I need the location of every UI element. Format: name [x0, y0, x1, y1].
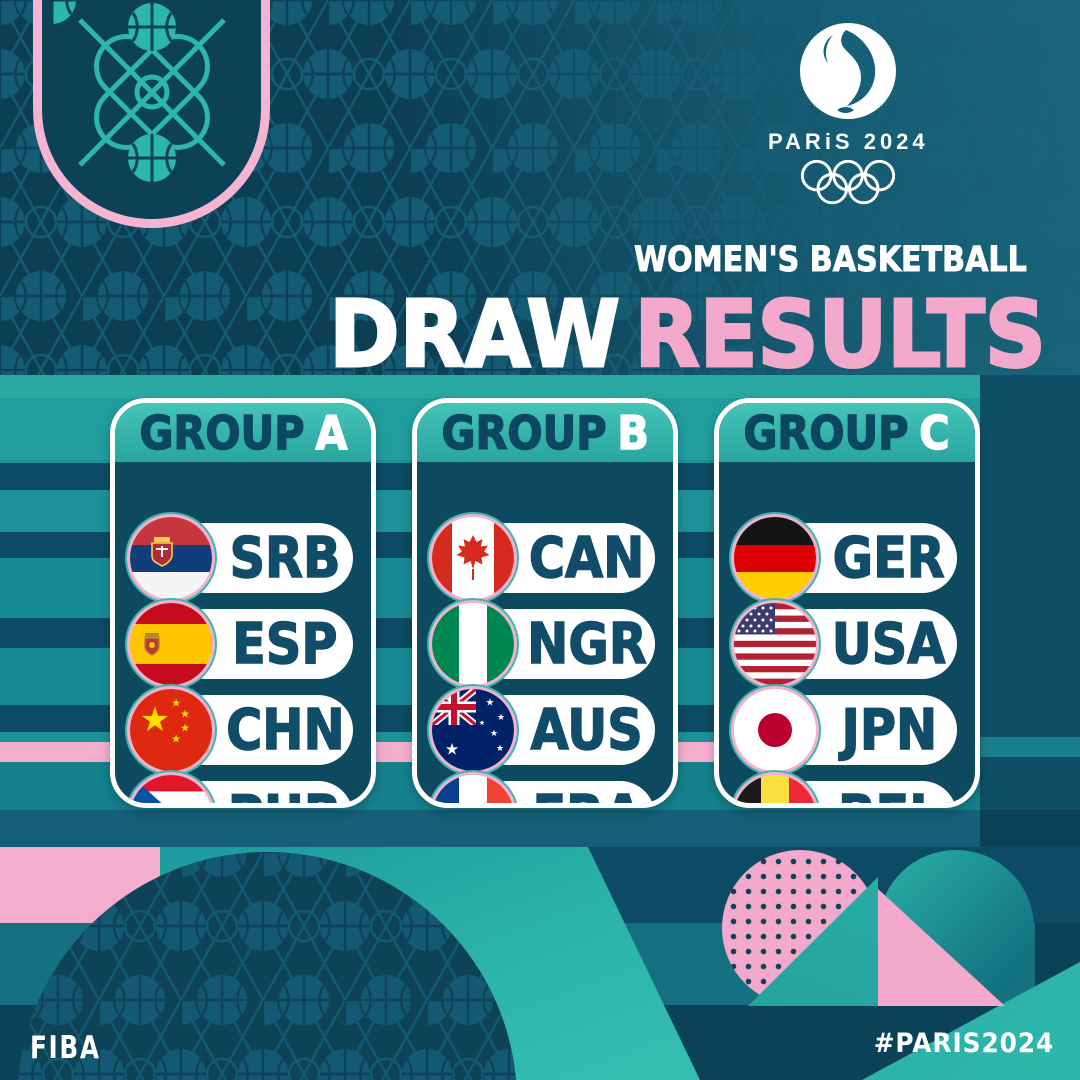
paris-wordmark: PARiS 2024 — [768, 129, 929, 154]
team-row: USA — [731, 600, 957, 688]
fiba-badge — [33, 0, 270, 228]
event-title: WOMEN'S BASKETBALL — [634, 240, 1028, 281]
svg-text:★: ★ — [490, 729, 498, 739]
flag-esp-icon — [127, 600, 215, 688]
flag-ngr-icon — [429, 600, 517, 688]
title-results: RESULTS — [633, 281, 1047, 388]
svg-text:★: ★ — [445, 740, 459, 759]
team-code: SRB — [229, 525, 341, 592]
flag-ger-icon — [731, 514, 819, 602]
svg-text:★: ★ — [180, 722, 190, 735]
team-row: JPN — [731, 686, 957, 774]
team-code: BEL — [837, 783, 941, 803]
svg-text:★: ★ — [180, 708, 190, 721]
group-letter: B — [616, 405, 649, 461]
team-code: NGR — [527, 611, 648, 678]
paris-flame-icon — [800, 23, 896, 119]
group-card-a: GROUP A SRB ESP CHN ★ — [110, 398, 376, 808]
team-code: JPN — [840, 697, 937, 764]
flag-can-icon — [429, 514, 517, 602]
team-row: CAN — [429, 514, 655, 602]
team-pill: FRA — [473, 781, 655, 803]
svg-text:★: ★ — [479, 719, 485, 727]
team-row: NGR — [429, 600, 655, 688]
svg-text:★: ★ — [134, 802, 156, 808]
team-row: BEL — [731, 772, 957, 803]
poster-title: DRAW RESULTS — [328, 287, 1047, 382]
team-pill: PUR — [171, 781, 353, 803]
team-row: GER — [731, 514, 957, 602]
group-letter: C — [919, 405, 951, 461]
svg-text:★: ★ — [140, 700, 170, 740]
team-code: GER — [832, 525, 946, 592]
team-code: FRA — [531, 783, 642, 803]
team-code: PUR — [227, 783, 342, 803]
team-row: SRB — [127, 514, 353, 602]
svg-text:★: ★ — [486, 698, 495, 709]
group-letter: A — [314, 405, 347, 461]
teal-band — [0, 375, 980, 398]
flag-fra-icon — [429, 772, 517, 803]
paris-2024-logo: PARiS 2024 — [768, 22, 928, 209]
fiba-basketball-emblem-icon — [51, 0, 226, 184]
olympic-rings-icon — [800, 159, 896, 205]
team-row: ESP — [127, 600, 353, 688]
flag-bel-icon — [731, 772, 819, 803]
flag-aus-icon: ★ ★ ★ ★ ★ ★ — [429, 686, 517, 774]
flag-jpn-icon — [731, 686, 819, 774]
team-pill: BEL — [775, 781, 957, 803]
flag-chn-icon: ★ ★ ★ ★ ★ — [127, 686, 215, 774]
group-card-c: GROUP C GER USA — [714, 398, 980, 808]
group-b-header: GROUP B — [417, 403, 673, 462]
stripe — [0, 810, 980, 847]
team-code: AUS — [530, 697, 644, 764]
group-card-b: GROUP B CAN NGR AUS — [412, 398, 678, 808]
group-c-header: GROUP C — [719, 403, 975, 462]
team-row: PUR ★ — [127, 772, 353, 808]
svg-text:★: ★ — [497, 713, 505, 723]
team-row: CHN ★ ★ ★ ★ ★ — [127, 686, 353, 774]
group-label: GROUP — [138, 405, 305, 461]
team-code: CHN — [225, 697, 345, 764]
svg-text:★: ★ — [171, 733, 181, 746]
flag-usa-icon — [731, 600, 819, 688]
right-panel — [980, 375, 1080, 810]
team-row: AUS ★ ★ ★ ★ ★ ★ — [429, 686, 655, 774]
fiba-wordmark: FIBA — [30, 1030, 101, 1066]
right-panel-band — [980, 737, 1080, 757]
title-draw: DRAW — [328, 281, 621, 388]
team-code: CAN — [529, 525, 646, 592]
team-code: ESP — [232, 611, 339, 678]
team-code: USA — [832, 611, 947, 678]
svg-text:★: ★ — [171, 697, 181, 710]
hashtag-paris2024: #PARIS2024 — [873, 1028, 1054, 1059]
group-label: GROUP — [441, 405, 607, 461]
group-a-header: GROUP A — [115, 403, 371, 462]
svg-text:★: ★ — [496, 744, 504, 754]
team-row: FRA — [429, 772, 655, 803]
flag-pur-icon: ★ — [127, 772, 215, 808]
flag-srb-icon — [127, 514, 215, 602]
group-label: GROUP — [743, 405, 909, 461]
